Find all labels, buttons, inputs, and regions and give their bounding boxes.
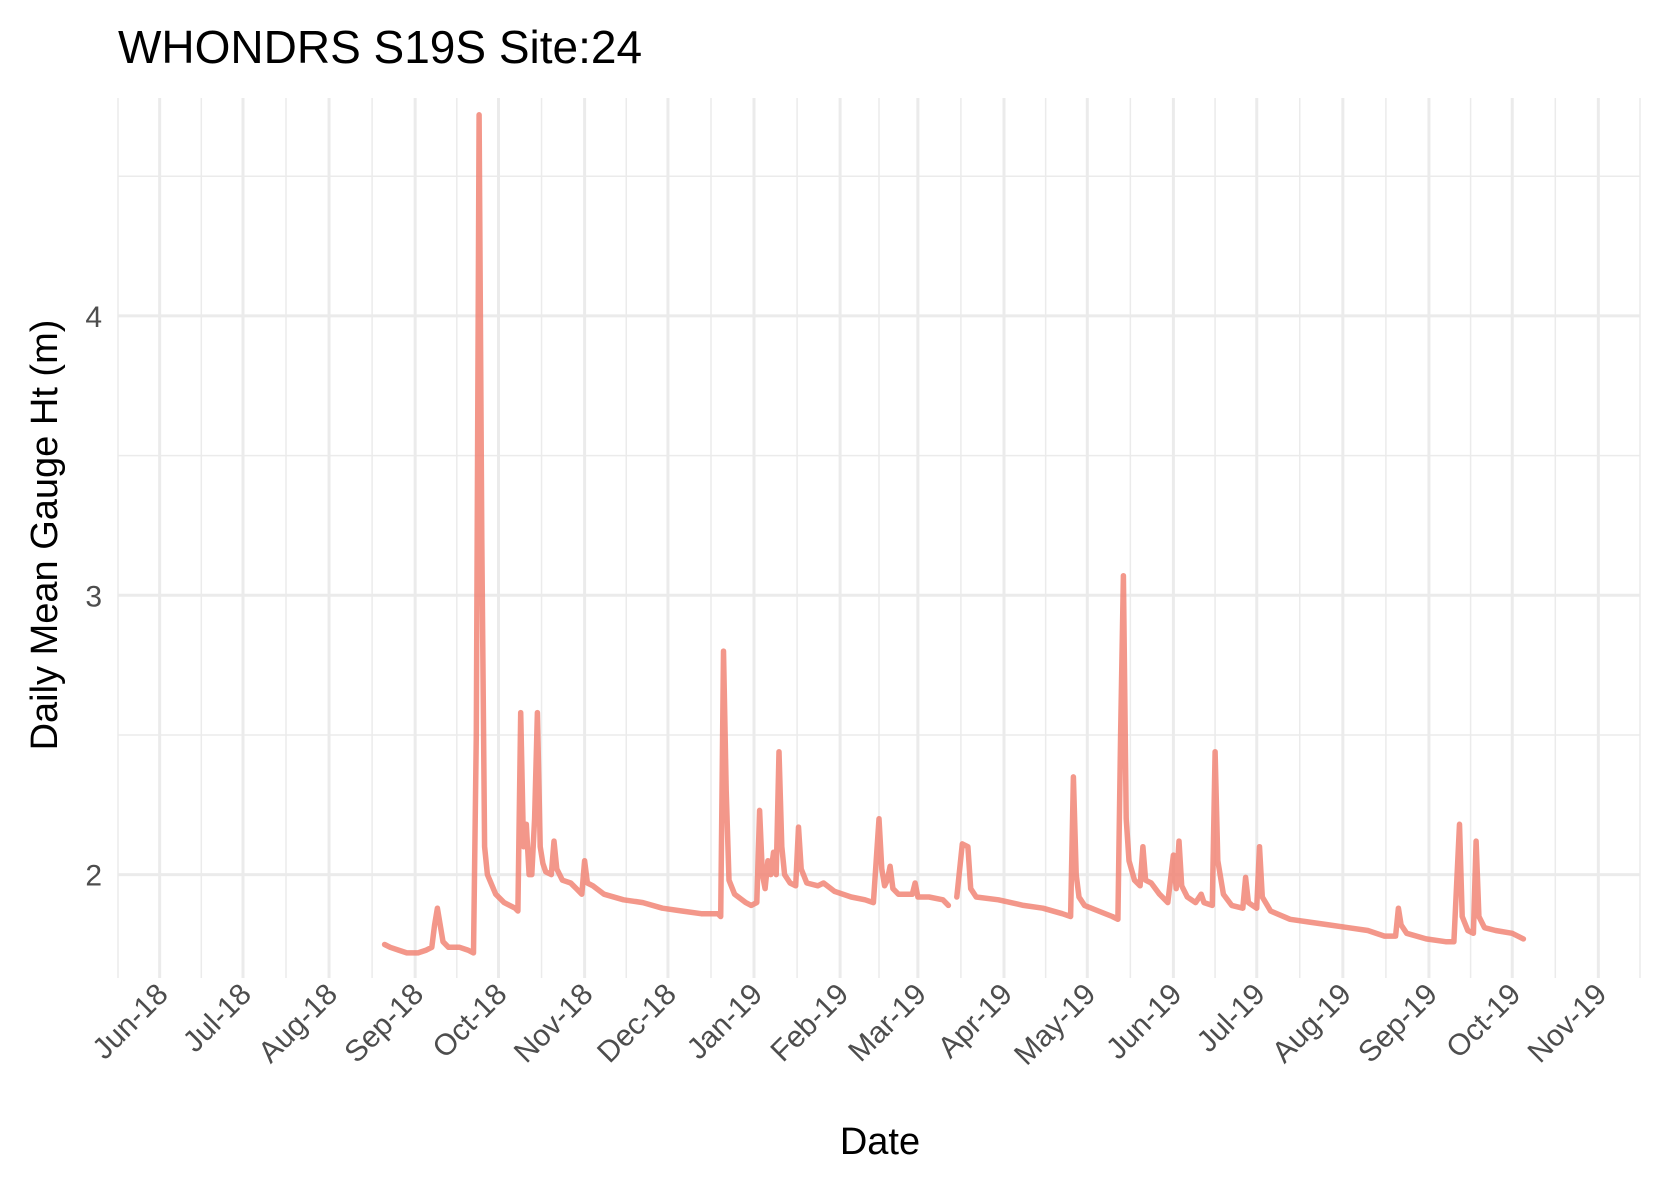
x-tick-label: Jul-19 [1191, 978, 1272, 1059]
x-tick-label: Jun-19 [1100, 978, 1188, 1066]
x-tick-label: May-19 [1008, 978, 1102, 1072]
y-tick-label: 2 [85, 860, 102, 893]
gauge-height-line [954, 572, 1527, 945]
x-tick-label: Sep-18 [338, 978, 430, 1070]
x-tick-label: Aug-19 [1266, 978, 1358, 1070]
x-tick-label: Oct-19 [1440, 978, 1527, 1065]
x-tick-label: Nov-18 [508, 978, 600, 1070]
x-tick-label: Nov-19 [1522, 978, 1614, 1070]
x-tick-label: Dec-18 [591, 978, 683, 1070]
x-tick-label: Mar-19 [842, 978, 933, 1069]
y-tick-label: 4 [85, 301, 102, 334]
gauge-height-line [381, 112, 952, 956]
y-axis-title: Daily Mean Gauge Ht (m) [24, 320, 66, 751]
series-layer [381, 112, 1527, 956]
x-tick-label: Sep-19 [1352, 978, 1444, 1070]
minor-gridlines [117, 98, 1641, 978]
x-tick-label: Apr-19 [932, 978, 1019, 1065]
x-tick-label: Oct-18 [426, 978, 513, 1065]
major-gridlines [118, 98, 1640, 978]
x-tick-label: Jan-19 [681, 978, 769, 1066]
y-tick-label: 3 [85, 580, 102, 613]
chart-title: WHONDRS S19S Site:24 [118, 21, 642, 73]
x-tick-label: Aug-18 [252, 978, 344, 1070]
x-tick-labels: Jun-18 Jul-18Aug-18Sep-18Oct-18Nov-18Dec-… [86, 978, 1613, 1072]
x-tick-label: Jul-18 [177, 978, 258, 1059]
x-tick-label: Feb-19 [765, 978, 856, 1069]
y-tick-labels: 2 3 4 [85, 301, 102, 893]
x-axis-title: Date [840, 1121, 920, 1163]
x-tick-label: Jun-18 [86, 978, 174, 1066]
